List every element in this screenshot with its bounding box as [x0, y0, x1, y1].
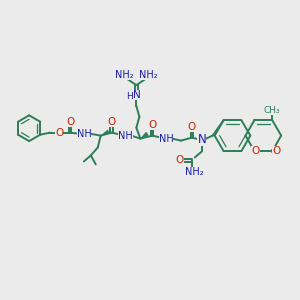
Text: O: O [55, 128, 63, 138]
Polygon shape [140, 132, 148, 139]
Text: O: O [66, 117, 74, 127]
Text: NH₂: NH₂ [139, 70, 158, 80]
Text: O: O [176, 155, 184, 165]
Text: O: O [188, 122, 196, 132]
Text: O: O [148, 120, 156, 130]
Text: CH₃: CH₃ [264, 106, 280, 115]
Text: NH₂: NH₂ [115, 70, 134, 80]
Polygon shape [101, 130, 110, 136]
Text: NH: NH [76, 129, 91, 139]
Text: N: N [133, 90, 140, 100]
Text: O: O [251, 146, 260, 156]
Text: N: N [197, 133, 206, 146]
Text: H: H [126, 92, 133, 100]
Text: O: O [272, 146, 280, 156]
Text: O: O [107, 117, 116, 127]
Text: NH: NH [159, 134, 173, 144]
Text: NH₂: NH₂ [184, 167, 203, 177]
Text: NH: NH [118, 130, 133, 141]
